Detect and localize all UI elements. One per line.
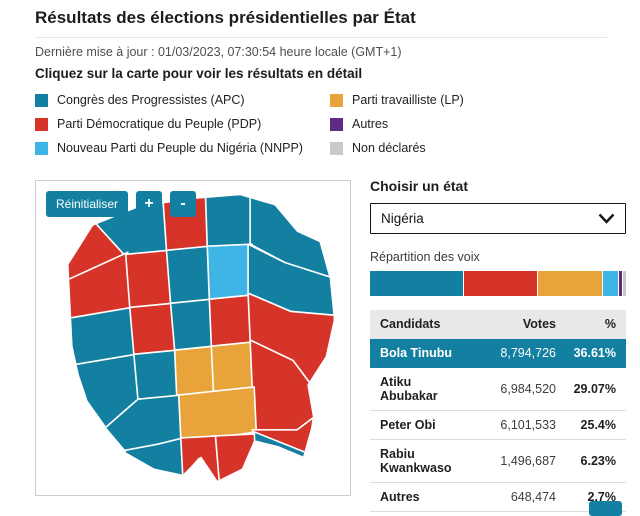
table-body: Bola Tinubu 8,794,726 36.61% Atiku Abubakar… bbox=[370, 339, 626, 512]
map-state[interactable] bbox=[206, 243, 253, 301]
pct-value: 29.07% bbox=[573, 382, 616, 396]
legend-label: Parti Démocratique du Peuple (PDP) bbox=[57, 117, 262, 131]
map-container: Réinitialiser + - bbox=[35, 180, 351, 496]
vote-share-label: Répartition des voix bbox=[370, 250, 480, 264]
map-state[interactable] bbox=[179, 435, 221, 485]
header-votes: Votes bbox=[522, 317, 556, 331]
legend-col-1: Congrès des Progressistes (APC) Parti Dém… bbox=[35, 93, 330, 155]
apc-color-swatch bbox=[35, 93, 48, 107]
map-state[interactable] bbox=[208, 294, 253, 347]
nigeria-choropleth-map[interactable] bbox=[40, 185, 346, 491]
map-zoom-in-button[interactable]: + bbox=[136, 191, 163, 217]
legend-item-apc: Congrès des Progressistes (APC) bbox=[35, 93, 330, 107]
pct-value: 2.7% bbox=[587, 490, 617, 504]
nnpp-color-swatch bbox=[35, 141, 48, 155]
candidate-name: Peter Obi bbox=[380, 418, 436, 432]
legend-item-non_declares: Non déclarés bbox=[330, 141, 464, 155]
map-reset-button[interactable]: Réinitialiser bbox=[46, 191, 129, 217]
legend-label: Nouveau Parti du Peuple du Nigéria (NNPP… bbox=[57, 141, 303, 155]
map-state[interactable] bbox=[124, 249, 174, 309]
party-legend: Congrès des Progressistes (APC) Parti Dém… bbox=[35, 93, 607, 155]
candidate-name: Bola Tinubu bbox=[380, 346, 452, 360]
state-select[interactable]: Nigéria bbox=[370, 203, 626, 234]
map-state[interactable] bbox=[165, 245, 213, 305]
pct-value: 6.23% bbox=[580, 454, 616, 468]
legend-label: Non déclarés bbox=[352, 141, 426, 155]
results-panel: Choisir un état Nigéria Répartition des … bbox=[370, 178, 626, 512]
legend-label: Congrès des Progressistes (APC) bbox=[57, 93, 245, 107]
legend-item-nnpp: Nouveau Parti du Peuple du Nigéria (NNPP… bbox=[35, 141, 330, 155]
legend-item-lp: Parti travailliste (LP) bbox=[330, 93, 464, 107]
map-state[interactable] bbox=[133, 349, 180, 401]
map-state[interactable] bbox=[169, 298, 215, 352]
chevron-down-icon bbox=[598, 213, 615, 224]
map-state[interactable] bbox=[177, 386, 258, 439]
legend-label: Parti travailliste (LP) bbox=[352, 93, 464, 107]
vote-share-segment-non_declares bbox=[622, 271, 626, 296]
legend-label: Autres bbox=[352, 117, 389, 131]
legend-item-autres: Autres bbox=[330, 117, 464, 131]
vote-share-segment-autres bbox=[619, 271, 623, 296]
choose-state-label: Choisir un état bbox=[370, 178, 469, 194]
vote-share-segment-pdp bbox=[463, 271, 539, 296]
table-row: Autres 648,474 2.7% bbox=[370, 483, 626, 512]
map-controls: Réinitialiser + - bbox=[46, 191, 197, 217]
non_declares-color-swatch bbox=[330, 141, 343, 155]
vote-share-segment-nnpp bbox=[603, 271, 620, 296]
votes-value: 6,984,520 bbox=[500, 382, 556, 396]
table-row: Rabiu Kwankwaso 1,496,687 6.23% bbox=[370, 440, 626, 483]
candidate-name: Autres bbox=[380, 490, 420, 504]
map-instruction-text: Cliquez sur la carte pour voir les résul… bbox=[35, 66, 363, 81]
header-candidates: Candidats bbox=[380, 317, 441, 331]
state-select-value: Nigéria bbox=[381, 211, 424, 226]
votes-value: 8,794,726 bbox=[500, 346, 556, 360]
autres-color-swatch bbox=[330, 117, 343, 131]
header-pct: % bbox=[604, 317, 616, 331]
table-header-row: Candidats Votes % bbox=[370, 310, 626, 339]
legend-col-2: Parti travailliste (LP) Autres Non déclaré… bbox=[330, 93, 464, 155]
table-row: Peter Obi 6,101,533 25.4% bbox=[370, 411, 626, 440]
legend-item-pdp: Parti Démocratique du Peuple (PDP) bbox=[35, 117, 330, 131]
votes-value: 648,474 bbox=[510, 490, 556, 504]
map-zoom-out-button[interactable]: - bbox=[170, 191, 197, 217]
vote-share-segment-apc bbox=[370, 271, 464, 296]
candidate-name: Rabiu Kwankwaso bbox=[380, 447, 452, 475]
map-state[interactable] bbox=[128, 302, 178, 356]
map-state[interactable] bbox=[214, 433, 262, 485]
last-updated-text: Dernière mise à jour : 01/03/2023, 07:30… bbox=[35, 37, 607, 59]
panel-corner-button[interactable] bbox=[589, 501, 622, 516]
lp-color-swatch bbox=[330, 93, 343, 107]
votes-value: 1,496,687 bbox=[500, 454, 556, 468]
map-state[interactable] bbox=[210, 341, 256, 392]
table-row: Bola Tinubu 8,794,726 36.61% bbox=[370, 339, 626, 368]
votes-value: 6,101,533 bbox=[500, 418, 556, 432]
candidate-name: Atiku Abubakar bbox=[380, 375, 438, 403]
table-row: Atiku Abubakar 6,984,520 29.07% bbox=[370, 368, 626, 411]
map-state[interactable] bbox=[173, 345, 217, 396]
vote-share-segment-lp bbox=[538, 271, 604, 296]
pct-value: 36.61% bbox=[573, 346, 616, 360]
results-table: Candidats Votes % Bola Tinubu 8,794,726 36… bbox=[370, 310, 626, 512]
map-state[interactable] bbox=[204, 185, 256, 250]
pct-value: 25.4% bbox=[580, 418, 616, 432]
page-title: Résultats des élections présidentielles … bbox=[35, 8, 416, 27]
vote-share-bar bbox=[370, 271, 626, 296]
pdp-color-swatch bbox=[35, 117, 48, 131]
